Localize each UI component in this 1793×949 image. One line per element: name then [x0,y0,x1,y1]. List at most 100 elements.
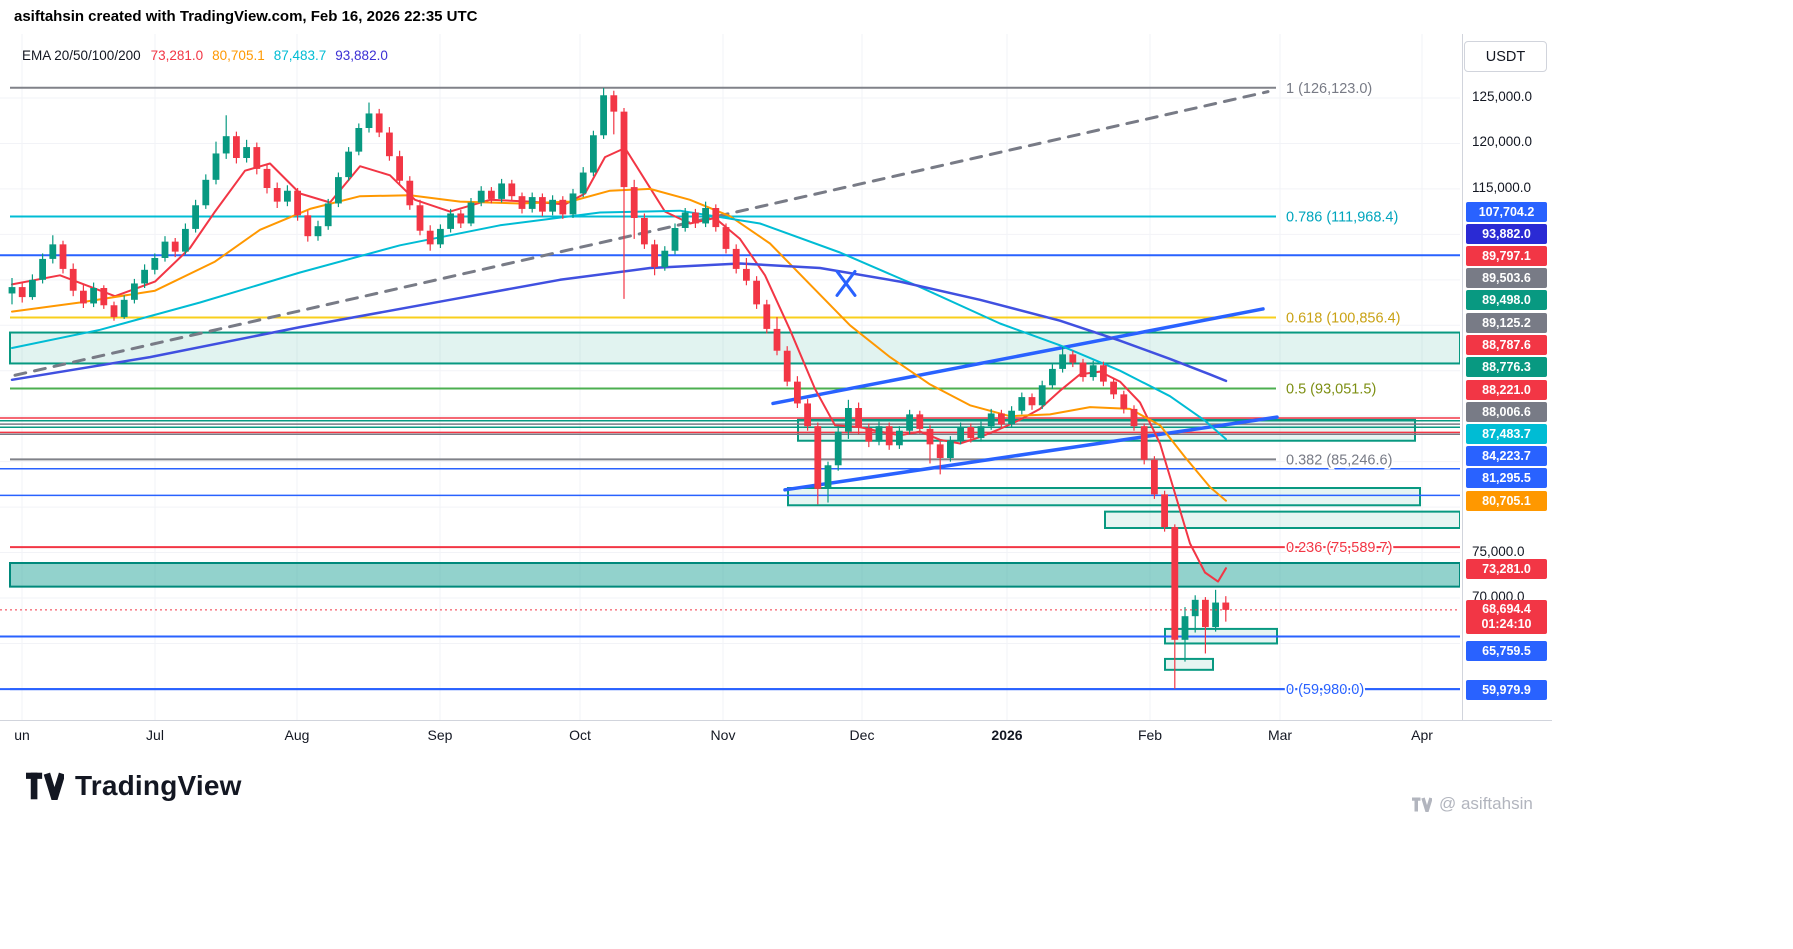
candle-body [447,213,454,229]
candle-body [743,268,750,281]
price-tick-label: 120,000.0 [1472,134,1533,150]
candle-body [457,213,465,224]
ema-line-200[interactable] [10,262,1228,383]
candle-body [1049,368,1056,386]
candle-body [100,288,108,306]
tradingview-brand[interactable]: TradingView [26,770,242,802]
fib-level-label: 0.5 (93,051.5) [1286,381,1376,397]
candle-body [722,227,730,249]
candle-body [977,426,985,438]
candle-body [437,228,444,245]
candle-body [1171,527,1179,640]
candle-body [1018,397,1026,411]
candle-body [222,136,230,154]
candle-body [1151,459,1158,495]
candle-body [508,183,516,197]
candle-body [396,156,403,181]
price-badge: 88,776.3 [1466,357,1547,377]
supply-demand-zone[interactable] [787,487,1421,507]
price-badge: 89,498.0 [1466,290,1547,310]
candle-body [233,136,240,158]
candle-body [416,205,424,231]
candle-body [1110,381,1117,395]
chart-plot-area[interactable]: 1 (126,123.0) 0.786 (111,968.4) 0.618 (100… [0,34,1460,720]
candle-body [1130,408,1138,427]
candle-body [1140,426,1148,460]
candle-body [294,190,301,216]
ema-line-100[interactable] [11,209,1227,441]
time-axis-label: Sep [427,727,453,743]
candle-body [630,187,638,218]
time-axis-label: Aug [284,727,310,743]
candle-body [202,179,210,206]
price-badge: 80,705.1 [1466,491,1547,511]
tradingview-brand-text: TradingView [75,770,242,801]
candle-body [1161,494,1168,528]
price-badge: 93,882.0 [1466,224,1547,244]
time-axis-label: Apr [1411,727,1433,743]
price-tick-label: 125,000.0 [1472,89,1533,104]
candle-body [1191,599,1199,617]
price-badge: 107,704.2 [1466,202,1547,222]
symbol-usdt-button[interactable]: USDT [1464,41,1547,72]
candle-body [569,193,577,215]
candle-body [477,190,485,203]
candle-body [1202,599,1209,628]
price-badge: 89,797.1 [1466,246,1547,266]
candle-body [926,428,934,445]
candle-body [212,153,220,180]
candle-body [875,426,883,442]
ema-line-20[interactable] [11,147,1227,583]
time-axis[interactable]: un Jul Aug Sep Oct Nov Dec 2026 Feb Mar Apr [0,720,1552,751]
candle-body [814,426,822,489]
price-axis[interactable]: 125,000.0 120,000.0 115,000.0 75,000.0 70,00… [1462,34,1553,720]
supply-demand-zone[interactable] [9,562,1460,588]
candle-body [161,241,169,258]
x-mark[interactable] [835,269,857,297]
candle-body [345,151,352,178]
watermark-text: @ asiftahsin [1439,794,1533,813]
candle-body [365,113,373,128]
candle-body [1038,385,1046,406]
time-axis-label: Mar [1267,727,1293,743]
ema-value: 73,281.0 [150,48,204,63]
supply-demand-zone[interactable] [1104,510,1460,529]
candle-body [732,248,740,269]
candle-body [498,183,505,199]
candle-body [1008,410,1015,425]
candle-body [1120,394,1128,409]
price-chart-svg[interactable]: 1 (126,123.0) 0.786 (111,968.4) 0.618 (100… [0,34,1460,720]
candle-body [1059,354,1066,369]
trend-line[interactable] [771,307,1265,406]
price-badge: 84,223.7 [1466,446,1547,466]
candle-body [335,177,342,204]
watermark-logo-icon [1412,796,1432,812]
supply-demand-zone[interactable] [9,331,1460,365]
candle-body [426,230,434,245]
fib-level-label: 0 (59,980.0) [1286,682,1364,698]
candle-body [488,190,495,199]
candle-body [1222,602,1230,610]
trend-line[interactable] [783,415,1279,492]
candle-body [386,132,393,157]
price-tick-label: 115,000.0 [1472,179,1532,195]
candle-body [845,408,852,432]
ema-line-50[interactable] [11,187,1227,502]
candle-body [824,465,832,489]
price-badge: 89,125.2 [1466,313,1547,333]
price-badge: 73,281.0 [1466,559,1547,579]
candle-body [284,190,291,202]
candle-body [273,188,281,202]
candle-body [131,283,138,300]
price-badge: 87,483.7 [1466,424,1547,444]
time-axis-label: 2026 [991,727,1023,743]
indicator-legend[interactable]: EMA 20/50/100/200 73,281.0 80,705.1 87,483… [22,48,397,63]
supply-demand-zone[interactable] [1164,657,1214,671]
candle-body [29,279,36,298]
candle-body [80,290,87,304]
ema-values: 73,281.0 80,705.1 87,483.7 93,882.0 [151,48,397,63]
candle-body [253,147,261,169]
ema-value: 87,483.7 [273,48,327,63]
fib-level-label: 0.618 (100,856.4) [1286,310,1400,326]
